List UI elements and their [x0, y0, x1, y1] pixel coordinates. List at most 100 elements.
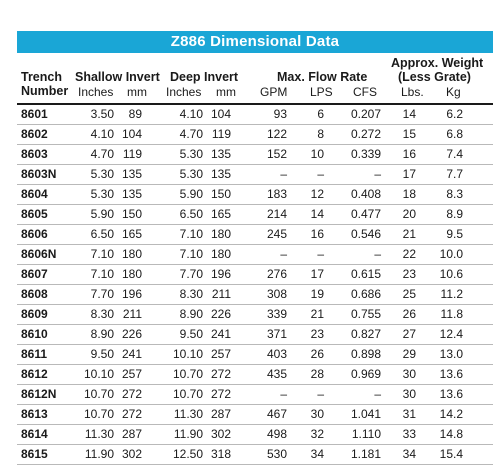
cell-weight-lbs: 27	[402, 327, 416, 341]
cell-deep-inches: 6.50	[179, 207, 203, 221]
cell-shallow-inches: 9.50	[90, 347, 114, 361]
header-unit-mm: mm	[216, 85, 236, 99]
cell-shallow-inches: 5.30	[90, 187, 114, 201]
header-max-flow-rate: Max. Flow Rate	[277, 70, 368, 84]
cell-trench-number: 8612N	[21, 387, 57, 401]
cell-weight-kg: 14.8	[439, 427, 463, 441]
cell-deep-inches: 5.30	[179, 147, 203, 161]
header-unit-inches: Inches	[78, 85, 114, 99]
cell-flow-gpm: 122	[266, 127, 287, 141]
cell-shallow-mm: 104	[121, 127, 142, 141]
cell-shallow-mm: 226	[121, 327, 142, 341]
cell-shallow-inches: 11.90	[84, 447, 114, 461]
header-unit-lbs: Lbs.	[401, 85, 424, 99]
cell-flow-gpm: –	[280, 387, 287, 401]
cell-trench-number: 8601	[21, 107, 48, 121]
cell-flow-lps: 34	[310, 447, 324, 461]
cell-deep-mm: 135	[210, 147, 231, 161]
cell-flow-gpm: 152	[266, 147, 287, 161]
cell-weight-kg: 8.3	[446, 187, 463, 201]
cell-shallow-mm: 180	[121, 247, 142, 261]
cell-flow-cfs: –	[374, 247, 381, 261]
cell-shallow-inches: 11.30	[84, 427, 114, 441]
cell-trench-number: 8606N	[21, 247, 57, 261]
cell-flow-cfs: 0.546	[350, 227, 381, 241]
cell-flow-lps: 23	[310, 327, 324, 341]
table-row: 8602 4.10 104 4.70 119 122 8 0.272 15 6.8	[17, 125, 493, 145]
cell-trench-number: 8602	[21, 127, 48, 141]
cell-weight-kg: 11.8	[440, 307, 463, 321]
cell-weight-kg: 7.7	[446, 167, 463, 181]
table-row: 8611 9.50 241 10.10 257 403 26 0.898 29 13.0	[17, 345, 493, 365]
header-shallow-invert: Shallow Invert	[75, 70, 160, 84]
cell-weight-lbs: 15	[402, 127, 416, 141]
cell-flow-gpm: 183	[266, 187, 287, 201]
header-approx-weight: Approx. Weight	[391, 56, 484, 70]
cell-shallow-inches: 7.70	[90, 287, 114, 301]
header-number: Number	[21, 84, 69, 98]
cell-deep-inches: 5.90	[179, 187, 203, 201]
cell-deep-mm: 272	[210, 367, 231, 381]
cell-weight-kg: 6.8	[446, 127, 463, 141]
cell-deep-inches: 9.50	[179, 327, 203, 341]
cell-flow-cfs: 1.110	[351, 427, 381, 441]
cell-flow-lps: 8	[317, 127, 324, 141]
cell-shallow-inches: 7.10	[90, 247, 114, 261]
cell-flow-cfs: 1.181	[350, 447, 381, 461]
cell-flow-cfs: 0.477	[350, 207, 381, 221]
cell-deep-inches: 4.10	[179, 107, 203, 121]
header-trench: Trench	[21, 70, 62, 84]
cell-weight-kg: 13.0	[439, 347, 463, 361]
cell-weight-lbs: 26	[402, 307, 416, 321]
cell-flow-lps: –	[317, 167, 324, 181]
cell-shallow-inches: 4.10	[90, 127, 114, 141]
cell-shallow-inches: 5.30	[90, 167, 114, 181]
header-unit-kg: Kg	[446, 85, 461, 99]
cell-shallow-mm: 150	[121, 207, 142, 221]
cell-flow-lps: 14	[310, 207, 324, 221]
cell-deep-mm: 257	[210, 347, 231, 361]
cell-shallow-mm: 135	[121, 187, 142, 201]
cell-trench-number: 8607	[21, 267, 48, 281]
cell-weight-lbs: 30	[402, 367, 416, 381]
cell-flow-cfs: 0.755	[350, 307, 381, 321]
cell-flow-cfs: –	[374, 387, 381, 401]
cell-weight-lbs: 22	[402, 247, 416, 261]
cell-shallow-mm: 165	[121, 227, 142, 241]
cell-trench-number: 8613	[21, 407, 48, 421]
cell-deep-mm: 119	[211, 127, 231, 141]
cell-shallow-mm: 302	[121, 447, 142, 461]
cell-trench-number: 8610	[21, 327, 48, 341]
cell-deep-inches: 11.30	[173, 407, 203, 421]
cell-flow-lps: 28	[310, 367, 324, 381]
cell-deep-inches: 7.70	[179, 267, 203, 281]
cell-weight-lbs: 18	[402, 187, 416, 201]
cell-flow-lps: –	[317, 387, 324, 401]
cell-shallow-mm: 89	[128, 107, 142, 121]
cell-weight-lbs: 20	[402, 207, 416, 221]
cell-flow-lps: 30	[310, 407, 324, 421]
cell-shallow-inches: 8.90	[90, 327, 114, 341]
cell-shallow-mm: 135	[121, 167, 142, 181]
cell-flow-cfs: 0.272	[350, 127, 381, 141]
cell-shallow-inches: 6.50	[90, 227, 114, 241]
cell-deep-inches: 7.10	[179, 247, 203, 261]
cell-weight-kg: 11.2	[440, 287, 463, 301]
cell-flow-lps: –	[317, 247, 324, 261]
cell-weight-kg: 14.2	[439, 407, 463, 421]
cell-weight-lbs: 31	[402, 407, 416, 421]
cell-flow-cfs: 0.898	[350, 347, 381, 361]
table-row: 8610 8.90 226 9.50 241 371 23 0.827 27 12.4	[17, 325, 493, 345]
cell-shallow-mm: 211	[122, 307, 142, 321]
cell-weight-lbs: 16	[402, 147, 416, 161]
cell-weight-lbs: 14	[402, 107, 416, 121]
table-row: 8607 7.10 180 7.70 196 276 17 0.615 23 10.6	[17, 265, 493, 285]
cell-flow-gpm: 245	[266, 227, 287, 241]
table-row: 8601 3.50 89 4.10 104 93 6 0.207 14 6.2	[17, 105, 493, 125]
cell-flow-cfs: 0.827	[350, 327, 381, 341]
cell-weight-lbs: 34	[402, 447, 416, 461]
cell-trench-number: 8603	[21, 147, 48, 161]
cell-deep-mm: 272	[210, 387, 231, 401]
cell-trench-number: 8608	[21, 287, 48, 301]
table-row: 8609 8.30 211 8.90 226 339 21 0.755 26 11.8	[17, 305, 493, 325]
